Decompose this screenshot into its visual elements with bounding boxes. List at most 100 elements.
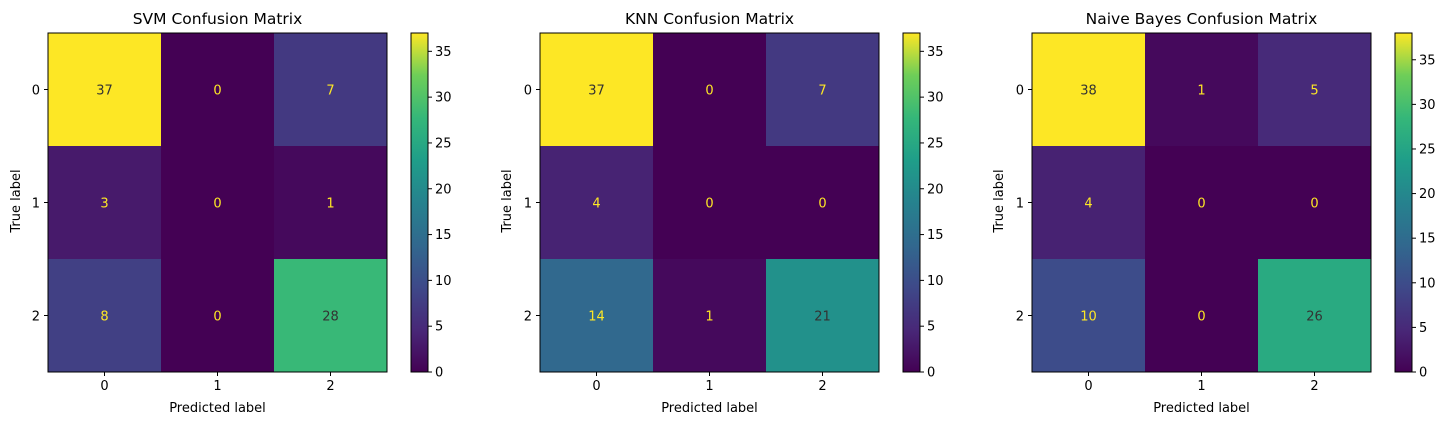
cell-value-label: 0 — [213, 84, 221, 99]
cell-value-label: 8 — [100, 310, 108, 325]
heatmap-cell — [48, 146, 161, 259]
cell-value-label: 28 — [322, 310, 339, 325]
cell-value-label: 1 — [705, 310, 713, 325]
heatmap-cell — [1032, 259, 1145, 372]
colorbar-tick-label: 25 — [435, 136, 452, 151]
y-axis-label: True label — [992, 169, 1007, 233]
heatmap-cell — [766, 33, 879, 146]
heatmap-cell — [1258, 33, 1371, 146]
chart-panel-svm: SVM Confusion Matrix Predicted label Tru… — [9, 10, 452, 416]
chart-title: SVM Confusion Matrix — [133, 10, 303, 28]
x-axis-label: Predicted label — [169, 401, 266, 416]
x-tick-label: 0 — [100, 379, 108, 394]
heatmap-cell — [766, 259, 879, 372]
y-tick-label: 0 — [524, 84, 532, 99]
y-axis-label: True label — [500, 169, 515, 233]
heatmap-cell — [1145, 146, 1258, 259]
y-tick-label: 0 — [32, 84, 40, 99]
chart-title: KNN Confusion Matrix — [625, 10, 794, 28]
heatmap-cell — [48, 33, 161, 146]
colorbar-tick-label: 0 — [435, 366, 443, 381]
heatmap-cell — [1258, 259, 1371, 372]
colorbar-tick-label: 15 — [435, 228, 452, 243]
colorbar-tick-label: 5 — [435, 320, 443, 335]
y-tick-label: 1 — [32, 197, 40, 212]
colorbar-tick-label: 25 — [927, 136, 944, 151]
colorbar-tick-label: 10 — [1419, 276, 1436, 291]
heatmap-cell — [766, 146, 879, 259]
colorbar — [902, 32, 921, 373]
cell-value-label: 1 — [1197, 84, 1205, 99]
heatmap-cell — [1145, 259, 1258, 372]
colorbar-tick-label: 0 — [927, 366, 935, 381]
heatmap-cell — [653, 33, 766, 146]
cell-value-label: 26 — [1306, 310, 1323, 325]
cell-value-label: 37 — [588, 84, 605, 99]
colorbar-tick-label: 0 — [1419, 366, 1427, 381]
cell-value-label: 21 — [814, 310, 831, 325]
x-tick-label: 0 — [1084, 379, 1092, 394]
colorbar-tick-label: 20 — [1419, 187, 1436, 202]
cell-value-label: 10 — [1080, 310, 1097, 325]
cell-value-label: 1 — [326, 197, 334, 212]
colorbar-tick-label: 30 — [1419, 98, 1436, 113]
heatmap-cell — [653, 259, 766, 372]
colorbar-tick-label: 30 — [435, 91, 452, 106]
x-tick-label: 2 — [326, 379, 334, 394]
x-tick-label: 1 — [213, 379, 221, 394]
heatmap-cell — [274, 146, 387, 259]
colorbar — [1394, 32, 1413, 373]
colorbar-tick-label: 20 — [927, 182, 944, 197]
colorbar-tick-label: 10 — [927, 274, 944, 289]
heatmap-cell — [1032, 146, 1145, 259]
y-tick-label: 0 — [1016, 84, 1024, 99]
y-tick-label: 1 — [1016, 197, 1024, 212]
x-tick-label: 2 — [818, 379, 826, 394]
colorbar-tick-label: 5 — [1419, 321, 1427, 336]
cell-value-label: 0 — [1197, 197, 1205, 212]
colorbar-tick-label: 35 — [435, 45, 452, 60]
cell-value-label: 0 — [213, 197, 221, 212]
cell-value-label: 0 — [818, 197, 826, 212]
heatmap-cell — [48, 259, 161, 372]
cell-value-label: 0 — [705, 197, 713, 212]
colorbar-tick-label: 35 — [1419, 53, 1436, 68]
heatmap-cell — [1032, 33, 1145, 146]
colorbar-tick-label: 35 — [927, 45, 944, 60]
cell-value-label: 14 — [588, 310, 605, 325]
colorbar-tick-label: 30 — [927, 91, 944, 106]
cell-value-label: 5 — [1310, 84, 1318, 99]
x-axis-label: Predicted label — [1153, 401, 1250, 416]
x-tick-label: 1 — [1197, 379, 1205, 394]
cell-value-label: 38 — [1080, 84, 1097, 99]
cell-value-label: 0 — [1197, 310, 1205, 325]
y-tick-label: 2 — [32, 310, 40, 325]
colorbar-tick-label: 5 — [927, 320, 935, 335]
colorbar-tick-label: 20 — [435, 182, 452, 197]
heatmap-cell — [274, 259, 387, 372]
heatmap-cell — [540, 146, 653, 259]
colorbar-tick-label: 10 — [435, 274, 452, 289]
x-axis-label: Predicted label — [661, 401, 758, 416]
heatmap-cell — [1258, 146, 1371, 259]
cell-value-label: 0 — [1310, 197, 1318, 212]
heatmap-cell — [274, 33, 387, 146]
heatmap-cell — [540, 33, 653, 146]
heatmap-cell — [540, 259, 653, 372]
cell-value-label: 3 — [100, 197, 108, 212]
y-tick-label: 2 — [524, 310, 532, 325]
y-tick-label: 1 — [524, 197, 532, 212]
chart-panel-naive-bayes: Naive Bayes Confusion Matrix Predicted l… — [992, 10, 1436, 416]
colorbar-tick-label: 15 — [927, 228, 944, 243]
colorbar-tick-label: 25 — [1419, 142, 1436, 157]
cell-value-label: 0 — [705, 84, 713, 99]
heatmap-cell — [653, 146, 766, 259]
cell-value-label: 4 — [592, 197, 600, 212]
cell-value-label: 7 — [818, 84, 826, 99]
heatmap-cell — [161, 33, 274, 146]
chart-panel-knn: KNN Confusion Matrix Predicted label Tru… — [500, 10, 944, 416]
x-tick-label: 2 — [1310, 379, 1318, 394]
colorbar — [410, 32, 429, 373]
x-tick-label: 1 — [705, 379, 713, 394]
